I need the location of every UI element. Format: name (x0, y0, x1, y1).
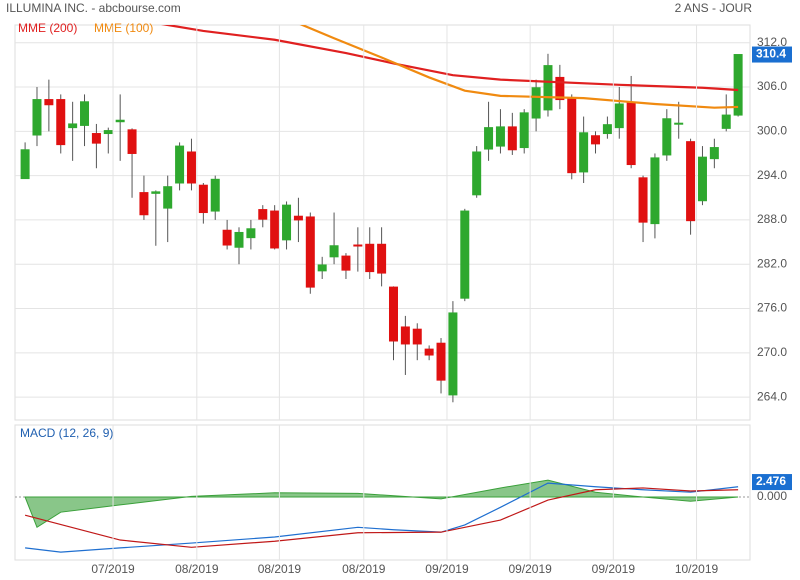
candle-body (424, 348, 434, 356)
candle-body (80, 101, 90, 126)
candle-body (103, 130, 113, 135)
x-tick-label: 09/2019 (592, 562, 636, 576)
candle-body (282, 204, 292, 241)
y-tick-label: 264.0 (757, 389, 787, 403)
y-tick-label: 288.0 (757, 212, 787, 226)
candle-body (91, 133, 101, 144)
candle-body (32, 99, 42, 136)
candle-body (186, 151, 196, 184)
candle-body (543, 65, 553, 111)
x-tick-label: 10/2019 (675, 562, 719, 576)
candle-body (721, 114, 731, 129)
candle-body (329, 245, 339, 258)
candle-body (602, 124, 612, 135)
candle-body (293, 215, 303, 221)
plot-area (15, 479, 750, 553)
x-tick-label: 09/2019 (425, 562, 469, 576)
candle-body (56, 99, 66, 146)
candle-body (400, 326, 410, 345)
last-value-label: 310.4 (756, 47, 786, 61)
candle-body (638, 177, 648, 223)
candle-body (460, 210, 470, 299)
y-tick-label: 0.000 (757, 489, 787, 503)
candle-body (341, 255, 351, 271)
candle-body (377, 243, 387, 274)
candle-body (246, 228, 256, 239)
candle-body (709, 147, 719, 160)
last-value-box (752, 46, 792, 63)
last-value-label: 2.476 (756, 474, 786, 488)
period: 2 ANS - JOUR (675, 1, 753, 15)
candle-body (234, 231, 244, 248)
candle-body (626, 102, 636, 166)
candle-body (305, 216, 315, 288)
legend-entry: MME (200) (18, 21, 77, 35)
candle-body (686, 141, 696, 222)
x-tick-label: 09/2019 (508, 562, 552, 576)
line (24, 487, 739, 548)
candle-body (198, 184, 208, 214)
x-tick-label: 07/2019 (91, 562, 135, 576)
candle-body (614, 103, 624, 129)
candle-body (127, 129, 137, 154)
y-tick-label: 300.0 (757, 123, 787, 137)
x-tick-label: 08/2019 (258, 562, 302, 576)
y-tick-label: 312.0 (757, 35, 787, 49)
chart-title: ILLUMINA INC. - abcbourse.com (6, 1, 181, 15)
price-frame (14, 24, 751, 421)
macd-frame (14, 424, 751, 561)
plot-area (15, 25, 750, 403)
y-tick-label: 270.0 (757, 345, 787, 359)
candle-body (139, 192, 149, 216)
candle-body (210, 178, 220, 212)
candle-body (591, 135, 601, 145)
line (160, 25, 739, 92)
line (299, 25, 739, 109)
histogram-area (24, 479, 739, 529)
legend-entry: MME (100) (94, 21, 153, 35)
candle-body (44, 99, 54, 106)
x-tick-label: 08/2019 (342, 562, 386, 576)
candle-body (472, 151, 482, 196)
last-value-box (752, 474, 792, 491)
candle-body (258, 209, 268, 220)
candle-body (317, 264, 327, 272)
candle-body (365, 243, 375, 273)
candle-body (353, 244, 363, 247)
candle-body (175, 145, 185, 184)
candle-body (484, 127, 494, 150)
y-tick-label: 282.0 (757, 256, 787, 270)
candle-body (733, 54, 743, 116)
candle-body (507, 126, 517, 151)
candle-body (697, 156, 707, 202)
candle-body (412, 328, 422, 345)
candle-body (448, 312, 458, 396)
candle-body (650, 157, 660, 225)
y-tick-label: 276.0 (757, 301, 787, 315)
candle-body (579, 132, 589, 173)
candle-body (495, 126, 505, 147)
macd-title: MACD (12, 26, 9) (20, 426, 113, 440)
x-tick-label: 08/2019 (175, 562, 219, 576)
candle-body (222, 229, 232, 246)
candle-body (555, 76, 565, 101)
candle-body (662, 118, 672, 156)
candle-body (68, 123, 78, 129)
candle-body (115, 119, 125, 123)
candle-body (270, 210, 280, 249)
candle-body (163, 186, 173, 209)
candle-body (20, 149, 30, 180)
candle-body (388, 286, 398, 342)
y-tick-label: 306.0 (757, 79, 787, 93)
candle-body (674, 122, 684, 125)
candle-body (151, 191, 161, 194)
candle-body (519, 112, 529, 149)
candle-body (531, 87, 541, 119)
candle-body (436, 342, 446, 381)
candle-body (567, 97, 577, 174)
y-tick-label: 294.0 (757, 168, 787, 182)
